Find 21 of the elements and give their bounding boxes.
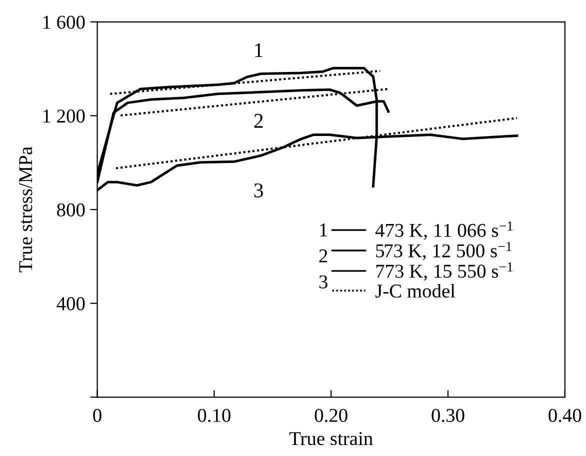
y-axis-title: True stress/MPa — [19, 146, 32, 272]
annotation: 3 — [254, 183, 263, 198]
legend-label: 573 K, 12 500 s$^{−1}$ — [376, 242, 512, 260]
text: 1 — [320, 224, 328, 236]
legend-label: 473 K, 11 066 s$^{−1}$ — [375, 222, 513, 240]
y-tick-label: 1 600 — [43, 16, 85, 29]
y-tick-label: 400 — [56, 297, 85, 310]
x-tick-label: 0.20 — [314, 408, 348, 422]
y-tick-label: 800 — [57, 203, 85, 216]
x-tick-label: 0.40 — [548, 408, 582, 422]
text: 3 — [319, 275, 328, 288]
annotation: 1 — [255, 43, 263, 58]
legend-label: J-C model — [375, 284, 456, 298]
y-tick-label: 1 200 — [43, 110, 85, 123]
legend-label: 773 K, 15 550 s$^{−1}$ — [376, 262, 513, 281]
x-axis-title: True strain — [289, 432, 373, 446]
annotation: 2 — [254, 114, 263, 128]
x-tick-label: 0.30 — [432, 408, 464, 422]
x-tick-label: 0 — [93, 408, 102, 422]
text: 2 — [319, 249, 328, 262]
x-tick-label: 0.10 — [198, 408, 230, 422]
